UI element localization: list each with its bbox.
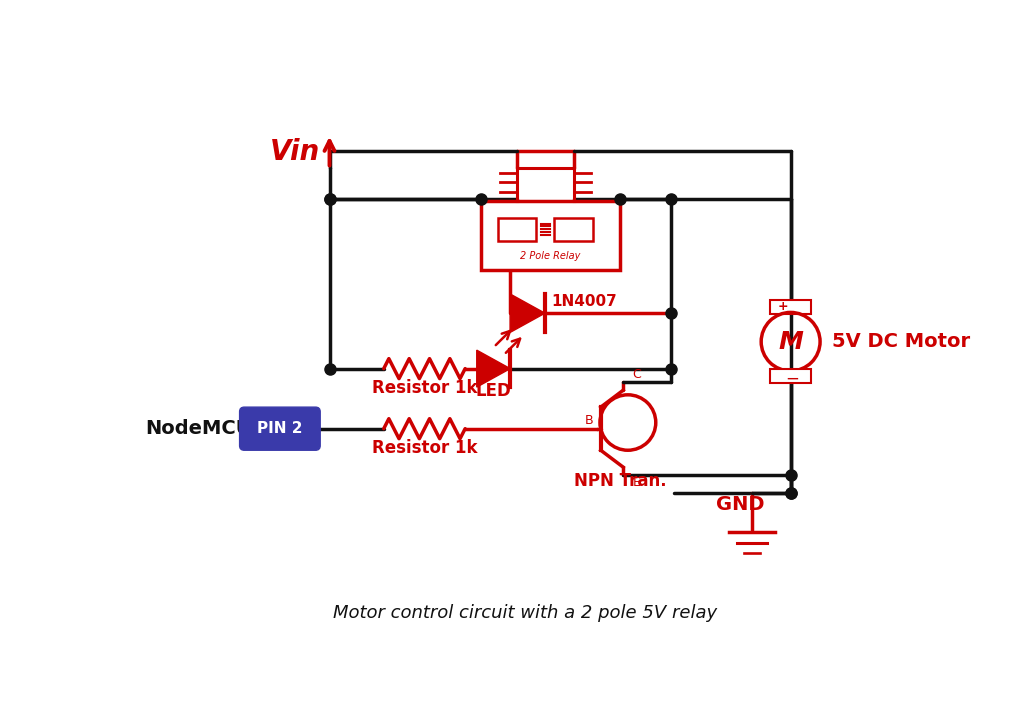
Text: GND: GND [716, 495, 765, 513]
Text: Resistor 1k: Resistor 1k [372, 440, 477, 457]
Bar [498, 218, 537, 241]
Text: PIN 2: PIN 2 [257, 421, 303, 436]
Polygon shape [477, 350, 510, 387]
Text: +: + [778, 300, 788, 313]
Text: NodeMCU: NodeMCU [145, 419, 252, 438]
Text: Motor control circuit with a 2 pole 5V relay: Motor control circuit with a 2 pole 5V r… [333, 604, 717, 622]
Text: 2 Pole Relay: 2 Pole Relay [520, 251, 581, 261]
Text: LED: LED [475, 382, 511, 400]
Text: 1N4007: 1N4007 [551, 293, 616, 308]
Bar [480, 201, 621, 270]
Text: 5V DC Motor: 5V DC Motor [831, 332, 970, 351]
Bar [770, 300, 811, 314]
Bar [770, 369, 811, 384]
Bar [554, 218, 593, 241]
Polygon shape [510, 294, 545, 333]
Text: E: E [633, 476, 640, 490]
Text: −: − [785, 369, 800, 388]
Text: Vin: Vin [270, 138, 321, 166]
Text: NPN Tran.: NPN Tran. [573, 473, 667, 490]
Text: B: B [585, 414, 593, 427]
Text: C: C [633, 368, 641, 381]
FancyBboxPatch shape [240, 407, 321, 450]
Text: M: M [778, 330, 803, 353]
Text: Resistor 1k: Resistor 1k [372, 379, 477, 397]
